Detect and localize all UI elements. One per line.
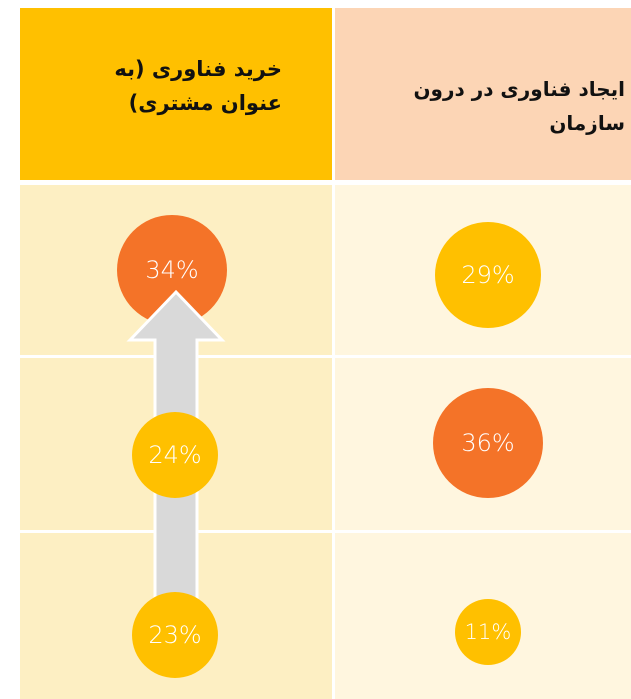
- circle: [455, 599, 521, 665]
- cell-value: 23%: [148, 621, 201, 649]
- circle: [433, 388, 543, 498]
- cell-value: 29%: [461, 261, 514, 289]
- cell-value: 36%: [461, 429, 514, 457]
- circle: [117, 215, 227, 325]
- circle: [132, 412, 218, 498]
- header-cell: [335, 8, 631, 180]
- cell-value: 34%: [145, 256, 198, 284]
- cell-value: 24%: [148, 441, 201, 469]
- cell-value: 11%: [465, 620, 512, 644]
- column-header: ایجاد فناوری در درون سازمان: [413, 77, 625, 135]
- circle: [435, 222, 541, 328]
- header-cell: [20, 8, 332, 180]
- circle: [132, 592, 218, 678]
- column-header: خرید فناوری (به عنوان مشتری): [114, 57, 282, 115]
